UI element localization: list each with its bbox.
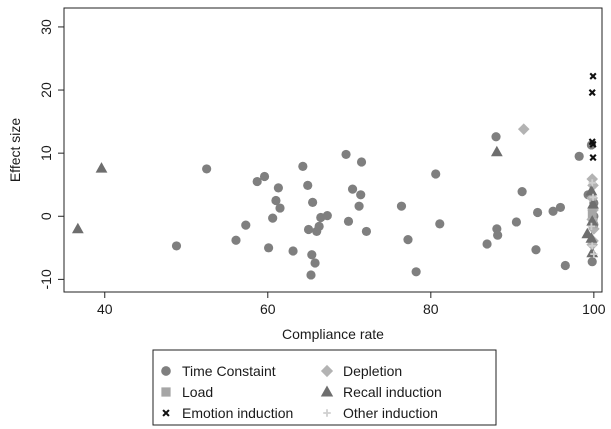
data-point-time-constaint <box>435 219 445 229</box>
legend-label-load: Load <box>182 384 213 400</box>
data-point-time-constaint <box>574 151 584 161</box>
data-point-time-constaint <box>264 243 274 253</box>
data-point-time-constaint <box>491 132 501 142</box>
legend-marker-other-induction <box>323 409 331 417</box>
legend-label-emotion-induction: Emotion induction <box>182 405 293 421</box>
legend: Time Constaint Depletion Load Recall induct… <box>152 349 497 426</box>
data-point-time-constaint <box>202 164 212 174</box>
data-point-time-constaint <box>555 202 566 213</box>
legend-label-time-constaint: Time Constaint <box>182 363 276 379</box>
data-point-time-constaint <box>303 180 313 190</box>
data-point-time-constaint <box>307 250 317 260</box>
data-point-load <box>587 209 597 219</box>
data-point-time-constaint <box>347 184 358 194</box>
data-point-time-constaint <box>303 224 314 235</box>
y-axis-label: Effect size <box>7 118 23 183</box>
data-point-time-constaint <box>531 245 541 255</box>
data-point-other-induction <box>590 250 598 258</box>
legend-marker-emotion-induction <box>162 409 170 417</box>
x-tick-label: 100 <box>582 301 606 317</box>
x-tick-label: 80 <box>423 301 439 317</box>
data-point-recall-induction <box>587 198 599 209</box>
legend-items: Time Constaint Depletion Load Recall induct… <box>161 363 442 421</box>
y-tick-label: -10 <box>38 269 54 289</box>
legend-marker-recall-induction <box>320 385 334 397</box>
y-tick-label: 20 <box>38 82 54 98</box>
data-point-recall-induction <box>585 232 598 243</box>
data-point-time-constaint <box>560 260 570 271</box>
data-point-recall-induction <box>586 215 599 226</box>
legend-label-other-induction: Other induction <box>343 405 438 421</box>
data-point-time-constaint <box>517 187 527 197</box>
y-tick-label: 10 <box>38 145 54 161</box>
data-point-time-constaint <box>361 226 372 237</box>
x-tick-label: 60 <box>260 301 276 317</box>
legend-marker-time-constaint <box>161 366 171 376</box>
plot-frame <box>63 7 603 293</box>
data-point-time-constaint <box>298 161 308 172</box>
data-point-other-induction <box>589 193 597 201</box>
x-axis-label: Compliance rate <box>282 326 384 342</box>
data-point-other-induction <box>588 242 596 250</box>
data-point-recall-induction <box>95 162 108 173</box>
data-point-time-constaint <box>548 206 558 216</box>
data-point-time-constaint <box>341 149 351 160</box>
data-point-emotion-induction <box>589 72 597 80</box>
x-tick-label: 40 <box>97 301 113 317</box>
legend-label-depletion: Depletion <box>343 363 402 379</box>
data-point-time-constaint <box>271 195 281 206</box>
y-tick-label: 30 <box>38 19 54 35</box>
data-point-time-constaint <box>231 235 241 245</box>
data-point-time-constaint <box>308 197 318 207</box>
data-point-time-constaint <box>356 157 367 167</box>
data-point-time-constaint <box>396 201 407 211</box>
data-point-time-constaint <box>288 246 298 256</box>
y-tick-label: 0 <box>38 212 54 220</box>
data-point-time-constaint <box>493 230 503 240</box>
data-point-time-constaint <box>431 169 441 179</box>
data-point-time-constaint <box>275 203 285 213</box>
data-point-time-constaint <box>354 201 364 211</box>
data-points <box>71 72 600 280</box>
axes: 40 60 80 100 -10 0 10 20 30 <box>38 19 606 317</box>
data-point-time-constaint <box>343 216 354 226</box>
legend-marker-depletion <box>320 364 334 378</box>
legend-label-recall-induction: Recall induction <box>343 384 442 400</box>
data-point-time-constaint <box>533 207 543 218</box>
data-point-other-induction <box>588 179 596 187</box>
data-point-time-constaint <box>314 221 324 231</box>
data-point-time-constaint <box>259 171 270 182</box>
data-point-time-constaint <box>322 211 332 221</box>
data-point-time-constaint <box>252 176 262 187</box>
data-point-time-constaint <box>273 183 283 193</box>
data-point-emotion-induction <box>588 89 596 97</box>
data-point-other-induction <box>587 222 596 230</box>
data-point-time-constaint <box>310 258 320 268</box>
data-point-recall-induction <box>585 184 598 196</box>
data-point-time-constaint <box>482 239 492 249</box>
data-point-time-constaint <box>241 220 251 230</box>
data-point-depletion <box>517 123 530 135</box>
data-point-time-constaint <box>587 257 597 267</box>
data-point-recall-induction <box>71 222 84 234</box>
data-point-time-constaint <box>306 270 316 280</box>
data-point-time-constaint <box>268 213 278 223</box>
data-point-time-constaint <box>356 190 366 200</box>
data-point-emotion-induction <box>589 154 597 162</box>
data-point-time-constaint <box>403 235 413 245</box>
data-point-time-constaint <box>171 241 182 251</box>
data-point-time-constaint <box>511 217 522 227</box>
legend-marker-load <box>161 387 171 397</box>
data-point-recall-induction <box>490 145 503 157</box>
data-point-time-constaint <box>411 267 421 277</box>
data-point-emotion-induction <box>589 140 597 148</box>
